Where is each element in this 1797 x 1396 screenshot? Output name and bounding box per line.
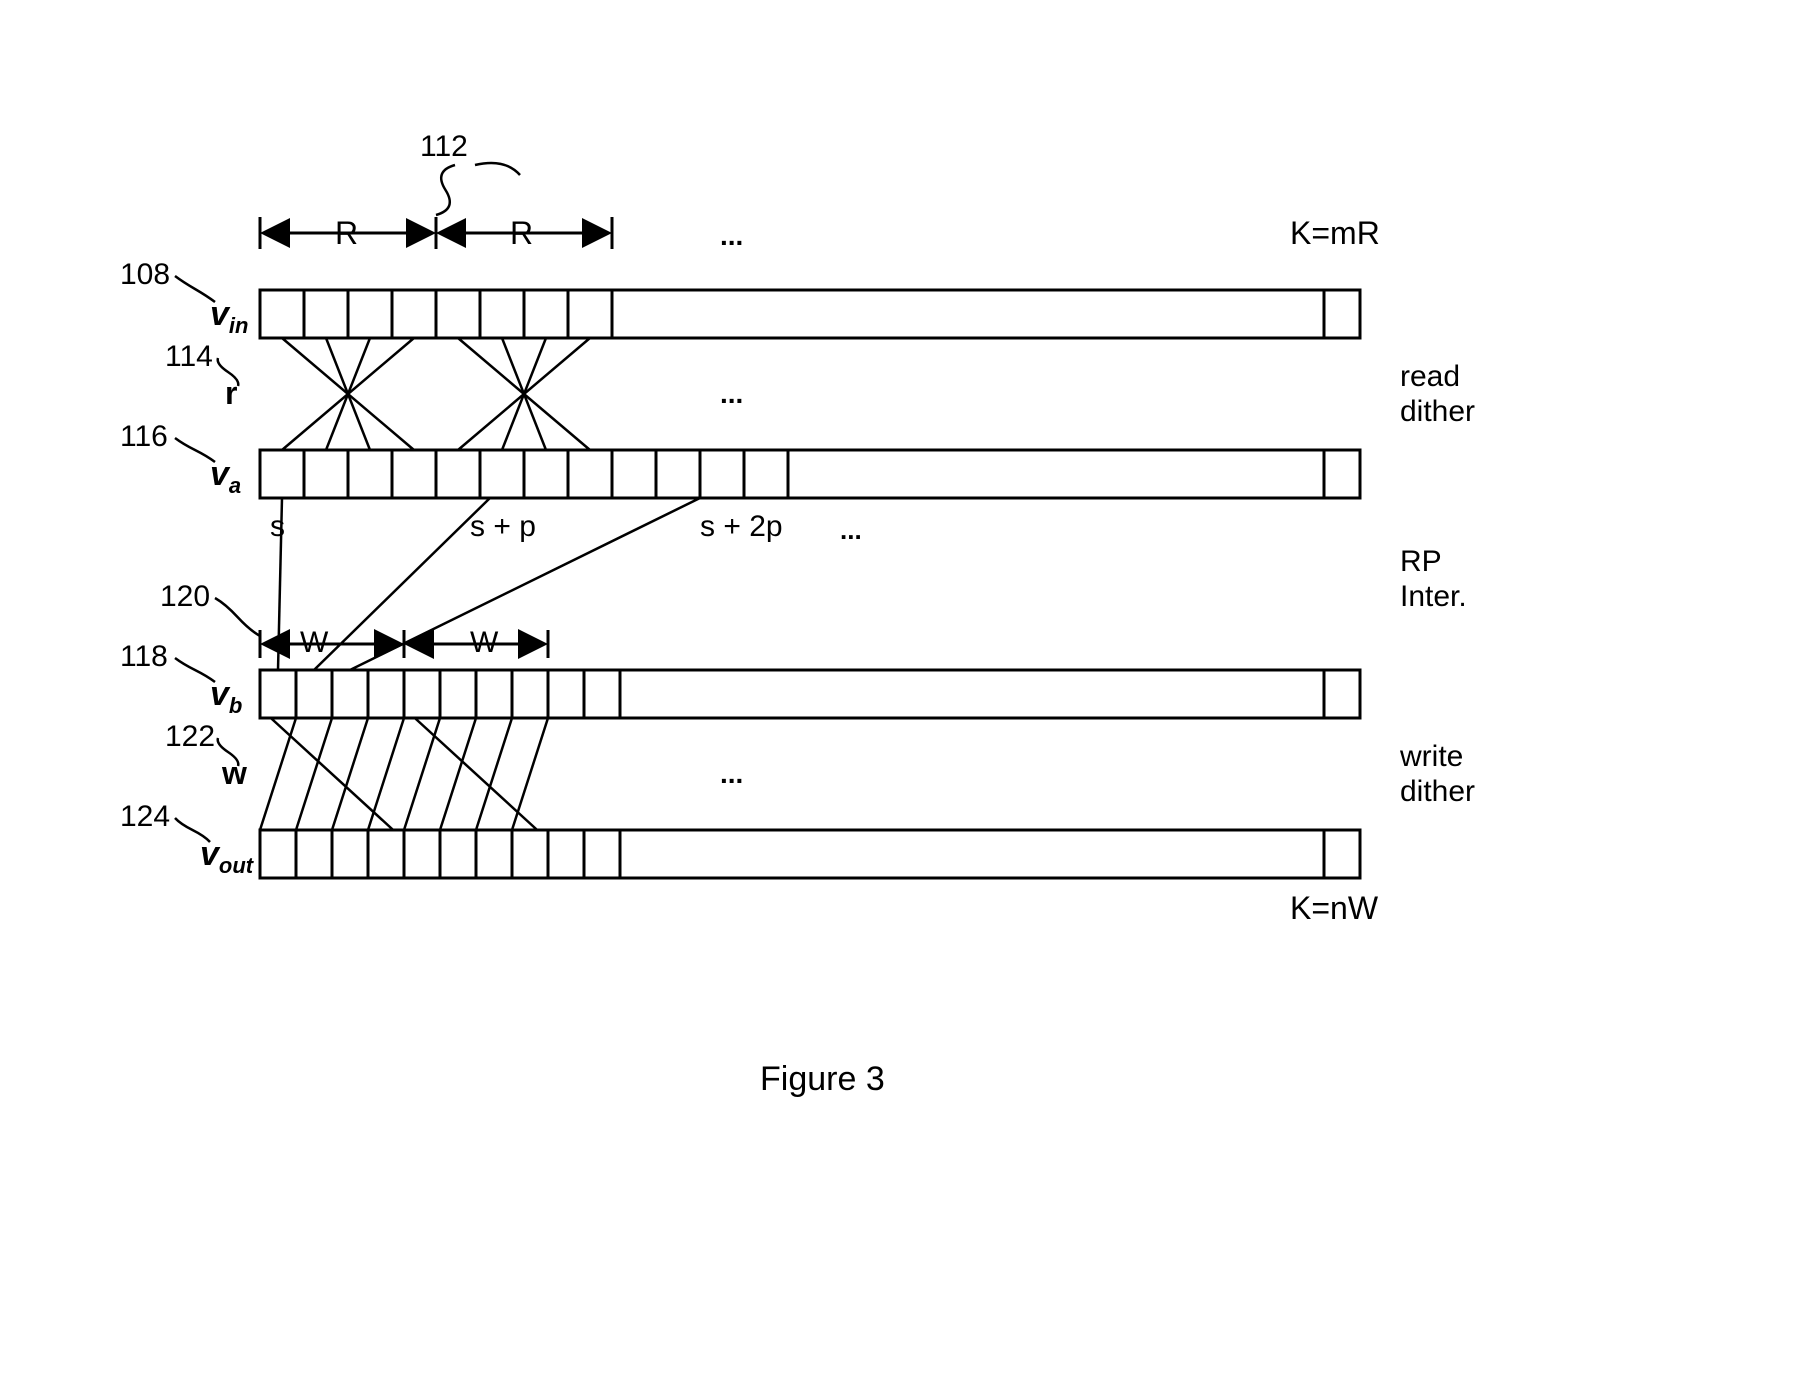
label-KnW: K=nW [1290,890,1378,927]
ref-114: 114 [165,340,213,374]
ref-118: 118 [120,640,168,674]
ref-124: 124 [120,800,170,834]
label-s: s [270,510,285,544]
ref-108: 108 [120,258,170,292]
label-KmR: K=mR [1290,215,1380,252]
figure-canvas: 108 114 116 118 122 124 vin r va vb w vo… [0,0,1797,1396]
label-vin: vin [210,295,248,339]
label-r: r [225,375,237,412]
label-sp: s + p [470,510,536,544]
ref-122: 122 [165,720,215,754]
label-s2p: s + 2p [700,510,783,544]
dots-write: ... [720,758,743,790]
label-vout: vout [200,835,253,879]
label-W-2: W [470,626,498,660]
diagram-svg [0,0,1797,1396]
ref-112: 112 [420,130,468,164]
label-W-1: W [300,626,328,660]
ref-120: 120 [160,580,210,614]
label-read-dither: readdither [1400,360,1475,429]
dots-top: ... [720,220,743,252]
label-w: w [222,755,247,792]
label-rp-inter: RPInter. [1400,545,1467,614]
label-R-2: R [510,215,533,252]
label-R-1: R [335,215,358,252]
dots-read: ... [720,378,743,410]
dots-inter: ... [840,515,862,546]
label-va: va [210,455,241,499]
label-vb: vb [210,675,242,719]
figure-caption: Figure 3 [760,1060,885,1099]
ref-116: 116 [120,420,168,454]
label-write-dither: writedither [1400,740,1475,809]
